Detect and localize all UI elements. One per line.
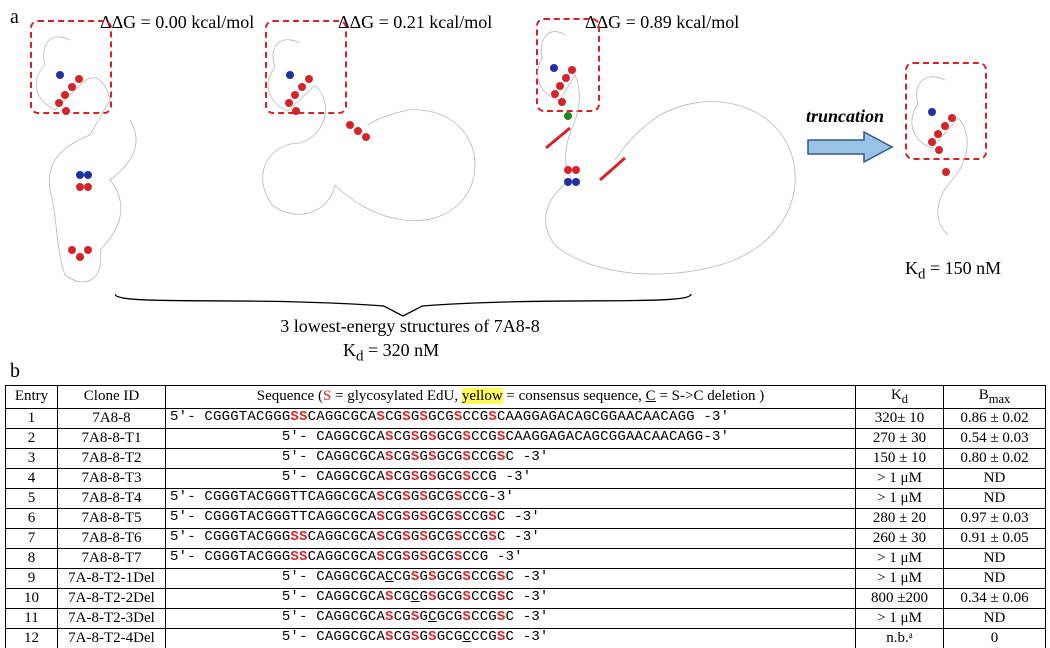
cell-kd: 280 ± 20	[856, 508, 944, 528]
cell-entry: 8	[6, 548, 58, 568]
cell-sequence: 5'- CAGGCGCASCGSGCGCGSCCGSC -3'	[166, 608, 856, 628]
brace-caption: 3 lowest-energy structures of 7A8-8	[220, 316, 600, 337]
cell-entry: 1	[6, 408, 58, 428]
cell-bmax: 0.86 ± 0.02	[944, 408, 1046, 428]
cell-bmax: 0.54 ± 0.03	[944, 428, 1046, 448]
structure-1	[10, 25, 240, 305]
cell-kd: > 1 μM	[856, 548, 944, 568]
cell-bmax: ND	[944, 548, 1046, 568]
cell-clone: 7A8-8-T2	[58, 448, 166, 468]
cell-kd: 260 ± 30	[856, 528, 944, 548]
table-row: 17A8-85'- CGGGTACGGGSSCAGGCGCASCGSGSGCGS…	[6, 408, 1046, 428]
cell-bmax: ND	[944, 468, 1046, 488]
cell-entry: 11	[6, 608, 58, 628]
th-clone: Clone ID	[58, 386, 166, 409]
table-row: 107A-8-T2-2Del 5'- CAGGCGCASCGCGSGCGSCCG…	[6, 588, 1046, 608]
table-row: 97A-8-T2-1Del 5'- CAGGCGCACCGSGSGCGSCCGS…	[6, 568, 1046, 588]
cell-kd: > 1 μM	[856, 608, 944, 628]
cell-kd: 270 ± 30	[856, 428, 944, 448]
cell-sequence: 5'- CAGGCGCASCGSGSGCGSCCG -3'	[166, 468, 856, 488]
cell-kd: > 1 μM	[856, 468, 944, 488]
cell-sequence: 5'- CAGGCGCASCGSGSGCGSCCGSCAAGGAGACAGCGG…	[166, 428, 856, 448]
table-row: 67A8-8-T55'- CGGGTACGGGTTCAGGCGCASCGSGSG…	[6, 508, 1046, 528]
cell-bmax: ND	[944, 568, 1046, 588]
cell-sequence: 5'- CGGGTACGGGTTCAGGCGCASCGSGSGCGSCCG-3'	[166, 488, 856, 508]
structure-truncated	[880, 60, 1020, 250]
cell-clone: 7A-8-T2-4Del	[58, 628, 166, 648]
table: Entry Clone ID Sequence (S = glycosylate…	[5, 385, 1046, 648]
table-row: 37A8-8-T2 5'- CAGGCGCASCGSGSGCGSCCGSC -3…	[6, 448, 1046, 468]
table-row: 117A-8-T2-3Del 5'- CAGGCGCASCGSGCGCGSCCG…	[6, 608, 1046, 628]
structure-3	[510, 20, 830, 290]
cell-clone: 7A8-8-T7	[58, 548, 166, 568]
cell-bmax: 0.34 ± 0.06	[944, 588, 1046, 608]
cell-entry: 3	[6, 448, 58, 468]
cell-clone: 7A-8-T2-1Del	[58, 568, 166, 588]
cell-entry: 5	[6, 488, 58, 508]
cell-clone: 7A8-8-T1	[58, 428, 166, 448]
cell-entry: 2	[6, 428, 58, 448]
cell-kd: 320± 10	[856, 408, 944, 428]
cell-sequence: 5'- CGGGTACGGGTTCAGGCGCASCGSGSGCGSCCGSC …	[166, 508, 856, 528]
cell-sequence: 5'- CGGGTACGGGSSCAGGCGCASCGSGSGCGSCCGSCA…	[166, 408, 856, 428]
kd-parent: Kd = 320 nM	[343, 340, 439, 366]
cell-entry: 12	[6, 628, 58, 648]
figure: a b ΔΔG = 0.00 kcal/mol ΔΔG = 0.21 kcal/…	[0, 0, 1050, 648]
cell-sequence: 5'- CAGGCGCASCGSGSGCGSCCGSC -3'	[166, 448, 856, 468]
th-bmax: Bmax	[944, 386, 1046, 409]
cell-clone: 7A8-8-T4	[58, 488, 166, 508]
structure-2	[240, 25, 520, 275]
cell-bmax: 0.91 ± 0.05	[944, 528, 1046, 548]
panel-b-label: b	[10, 360, 20, 383]
cell-sequence: 5'- CAGGCGCACCGSGSGCGSCCGSC -3'	[166, 568, 856, 588]
kd-trunc: Kd = 150 nM	[905, 258, 1001, 284]
cell-entry: 7	[6, 528, 58, 548]
cell-sequence: 5'- CAGGCGCASCGCGSGCGSCCGSC -3'	[166, 588, 856, 608]
cell-entry: 4	[6, 468, 58, 488]
truncation-table: Entry Clone ID Sequence (S = glycosylate…	[5, 385, 1045, 648]
th-entry: Entry	[6, 386, 58, 409]
cell-kd: 800 ±200	[856, 588, 944, 608]
cell-sequence: 5'- CGGGTACGGGSSCAGGCGCASCGSGSGCGSCCGSC …	[166, 528, 856, 548]
cell-bmax: ND	[944, 488, 1046, 508]
cell-bmax: ND	[944, 608, 1046, 628]
th-kd: Kd	[856, 386, 944, 409]
table-row: 77A8-8-T65'- CGGGTACGGGSSCAGGCGCASCGSGSG…	[6, 528, 1046, 548]
table-row: 87A8-8-T75'- CGGGTACGGGSSCAGGCGCASCGSGSG…	[6, 548, 1046, 568]
cell-bmax: 0.97 ± 0.03	[944, 508, 1046, 528]
cell-clone: 7A8-8	[58, 408, 166, 428]
truncation-label: truncation	[806, 106, 884, 127]
cell-clone: 7A-8-T2-3Del	[58, 608, 166, 628]
cell-kd: > 1 μM	[856, 568, 944, 588]
table-row: 127A-8-T2-4Del 5'- CAGGCGCASCGSGSGCGCCCG…	[6, 628, 1046, 648]
cell-kd: 150 ± 10	[856, 448, 944, 468]
cell-kd: n.b.ᵃ	[856, 628, 944, 648]
cell-entry: 6	[6, 508, 58, 528]
cell-entry: 9	[6, 568, 58, 588]
cell-clone: 7A8-8-T5	[58, 508, 166, 528]
table-row: 27A8-8-T1 5'- CAGGCGCASCGSGSGCGSCCGSCAAG…	[6, 428, 1046, 448]
cell-sequence: 5'- CGGGTACGGGSSCAGGCGCASCGSGSGCGSCCG -3…	[166, 548, 856, 568]
cell-bmax: 0.80 ± 0.02	[944, 448, 1046, 468]
cell-clone: 7A8-8-T3	[58, 468, 166, 488]
cell-clone: 7A-8-T2-2Del	[58, 588, 166, 608]
th-sequence: Sequence (S = glycosylated EdU, yellow =…	[166, 386, 856, 409]
cell-clone: 7A8-8-T6	[58, 528, 166, 548]
cell-bmax: 0	[944, 628, 1046, 648]
cell-entry: 10	[6, 588, 58, 608]
table-row: 57A8-8-T45'- CGGGTACGGGTTCAGGCGCASCGSGSG…	[6, 488, 1046, 508]
table-row: 47A8-8-T3 5'- CAGGCGCASCGSGSGCGSCCG -3'>…	[6, 468, 1046, 488]
cell-sequence: 5'- CAGGCGCASCGSGSGCGCCCGSC -3'	[166, 628, 856, 648]
table-header-row: Entry Clone ID Sequence (S = glycosylate…	[6, 386, 1046, 409]
arrow-icon	[806, 130, 896, 164]
cell-kd: > 1 μM	[856, 488, 944, 508]
